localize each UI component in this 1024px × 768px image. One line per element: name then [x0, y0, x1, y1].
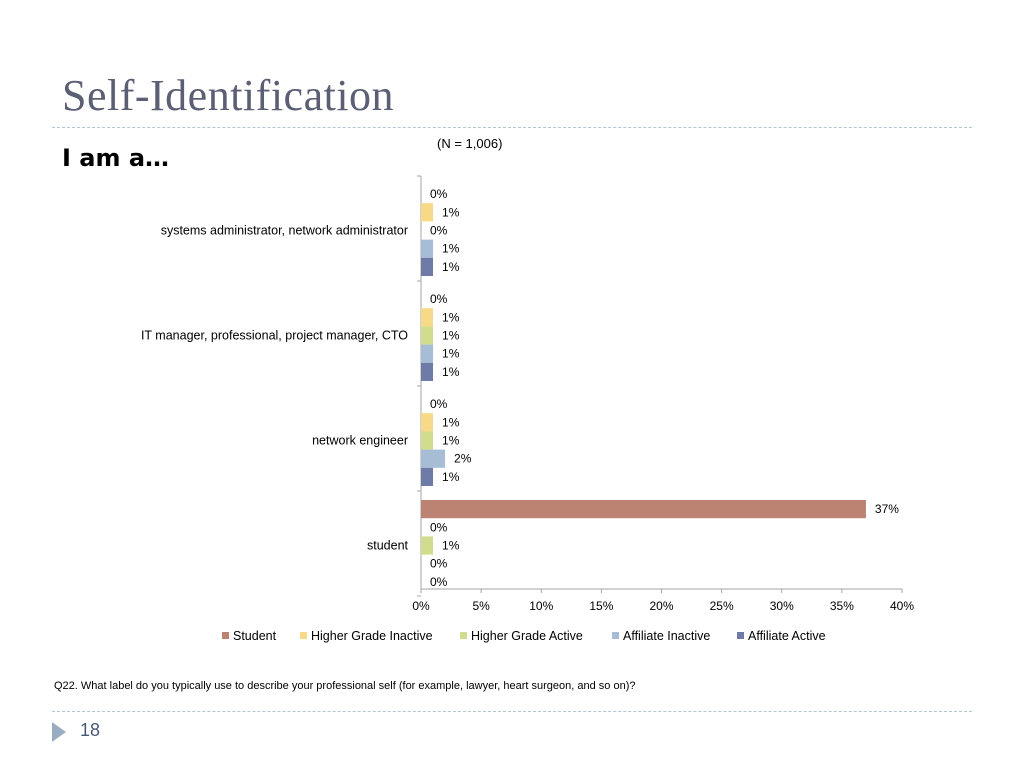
data-label: 0%: [430, 292, 448, 306]
data-label: 1%: [442, 242, 460, 256]
category-label: student: [367, 539, 409, 553]
x-tick-label: 30%: [770, 599, 794, 613]
data-label: 1%: [442, 365, 460, 379]
top-divider: [52, 127, 972, 128]
data-label: 1%: [442, 260, 460, 274]
bar: [421, 500, 866, 519]
bar: [421, 203, 434, 222]
legend-swatch: [460, 632, 467, 639]
bar: [421, 431, 434, 450]
legend-label: Student: [233, 629, 277, 643]
bar: [421, 257, 434, 276]
legend-swatch: [737, 632, 744, 639]
data-label: 2%: [454, 452, 472, 466]
slide-title: Self-Identification: [62, 71, 395, 120]
data-label: 1%: [442, 205, 460, 219]
bar: [421, 362, 434, 381]
data-label: 0%: [430, 575, 448, 589]
page-number: 18: [80, 720, 101, 740]
legend-swatch: [222, 632, 229, 639]
category-label: IT manager, professional, project manage…: [141, 329, 408, 343]
data-label: 1%: [442, 347, 460, 361]
x-tick-label: 0%: [412, 599, 430, 613]
data-label: 0%: [430, 397, 448, 411]
x-tick-label: 20%: [649, 599, 673, 613]
bar: [421, 467, 434, 486]
data-label: 0%: [430, 520, 448, 534]
data-label: 0%: [430, 224, 448, 238]
legend-label: Affiliate Inactive: [623, 629, 710, 643]
bar: [421, 413, 434, 432]
data-label: 1%: [442, 470, 460, 484]
legend-swatch: [612, 632, 619, 639]
question-text: Q22. What label do you typically use to …: [54, 680, 636, 692]
x-tick-label: 25%: [710, 599, 734, 613]
bar: [421, 536, 434, 555]
bar: [421, 308, 434, 327]
category-label: systems administrator, network administr…: [161, 224, 408, 238]
bar: [421, 449, 446, 468]
data-label: 0%: [430, 557, 448, 571]
data-label: 37%: [875, 502, 899, 516]
data-label: 1%: [442, 539, 460, 553]
bar: [421, 344, 434, 363]
legend-label: Higher Grade Active: [471, 629, 583, 643]
x-tick-label: 5%: [472, 599, 490, 613]
data-label: 1%: [442, 434, 460, 448]
x-tick-label: 35%: [830, 599, 854, 613]
bar: [421, 326, 434, 345]
data-label: 1%: [442, 415, 460, 429]
bar: [421, 239, 434, 258]
x-tick-label: 15%: [589, 599, 613, 613]
data-label: 1%: [442, 310, 460, 324]
legend-swatch: [300, 632, 307, 639]
slide-subtitle: I am a…: [62, 144, 170, 172]
x-tick-label: 40%: [890, 599, 914, 613]
x-tick-label: 10%: [529, 599, 553, 613]
play-arrow-icon: [52, 722, 66, 742]
data-label: 1%: [442, 329, 460, 343]
category-label: network engineer: [312, 434, 408, 448]
bottom-divider: [52, 711, 972, 712]
legend-label: Higher Grade Inactive: [311, 629, 433, 643]
chart-annotation: (N = 1,006): [437, 136, 502, 151]
data-label: 0%: [430, 187, 448, 201]
legend-label: Affiliate Active: [748, 629, 826, 643]
